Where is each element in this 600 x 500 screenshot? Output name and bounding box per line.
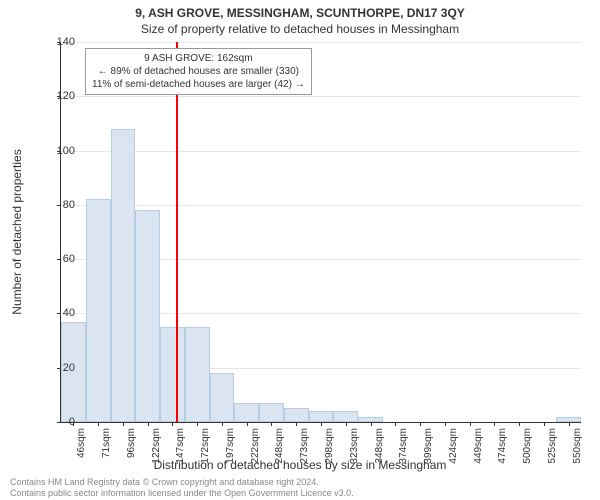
gridline-y: [61, 151, 581, 152]
xtick-label: 500sqm: [522, 428, 533, 464]
xtick-label: 323sqm: [349, 428, 360, 464]
xtick-mark: [98, 422, 99, 426]
gridline-y: [61, 96, 581, 97]
xtick-mark: [247, 422, 248, 426]
xtick-mark: [420, 422, 421, 426]
xtick-label: 550sqm: [572, 428, 583, 464]
xtick-label: 298sqm: [324, 428, 335, 464]
footer-attribution: Contains HM Land Registry data © Crown c…: [10, 477, 354, 498]
xtick-label: 222sqm: [250, 428, 261, 464]
bar: [86, 199, 111, 422]
footer-line-1: Contains HM Land Registry data © Crown c…: [10, 477, 354, 487]
xtick-label: 197sqm: [225, 428, 236, 464]
xtick-label: 273sqm: [299, 428, 310, 464]
gridline-y: [61, 42, 581, 43]
footer-line-2: Contains public sector information licen…: [10, 488, 354, 498]
annotation-box: 9 ASH GROVE: 162sqm← 89% of detached hou…: [85, 48, 312, 95]
xtick-mark: [222, 422, 223, 426]
xtick-label: 374sqm: [398, 428, 409, 464]
xtick-mark: [494, 422, 495, 426]
annotation-line: 11% of semi-detached houses are larger (…: [92, 78, 305, 91]
bar: [135, 210, 160, 422]
ytick-label: 120: [45, 90, 75, 102]
ytick-label: 60: [45, 253, 75, 265]
xtick-mark: [172, 422, 173, 426]
xtick-label: 348sqm: [374, 428, 385, 464]
ytick-label: 140: [45, 36, 75, 48]
bar: [210, 373, 235, 422]
bar: [185, 327, 210, 422]
annotation-line: 9 ASH GROVE: 162sqm: [92, 52, 305, 65]
xtick-mark: [445, 422, 446, 426]
xtick-label: 424sqm: [448, 428, 459, 464]
xtick-label: 399sqm: [423, 428, 434, 464]
xtick-mark: [544, 422, 545, 426]
xtick-mark: [321, 422, 322, 426]
xtick-label: 449sqm: [473, 428, 484, 464]
xtick-label: 46sqm: [76, 428, 87, 458]
bar: [234, 403, 259, 422]
xtick-label: 96sqm: [126, 428, 137, 458]
bar: [284, 408, 309, 422]
xtick-mark: [371, 422, 372, 426]
plot-area: [60, 42, 581, 423]
xtick-mark: [395, 422, 396, 426]
ytick-label: 20: [45, 362, 75, 374]
gridline-y: [61, 205, 581, 206]
xtick-label: 525sqm: [547, 428, 558, 464]
annotation-line: ← 89% of detached houses are smaller (33…: [92, 65, 305, 78]
xtick-mark: [271, 422, 272, 426]
bar: [259, 403, 284, 422]
xtick-mark: [569, 422, 570, 426]
xtick-mark: [296, 422, 297, 426]
xtick-mark: [148, 422, 149, 426]
chart-title-sub: Size of property relative to detached ho…: [0, 20, 600, 36]
xtick-mark: [123, 422, 124, 426]
xtick-label: 71sqm: [101, 428, 112, 458]
ytick-label: 40: [45, 307, 75, 319]
xtick-mark: [346, 422, 347, 426]
bar: [111, 129, 136, 422]
xtick-mark: [519, 422, 520, 426]
bar: [333, 411, 358, 422]
xtick-mark: [470, 422, 471, 426]
ytick-label: 0: [45, 416, 75, 428]
y-axis-label: Number of detached properties: [10, 149, 24, 314]
xtick-mark: [197, 422, 198, 426]
xtick-label: 172sqm: [200, 428, 211, 464]
xtick-label: 122sqm: [151, 428, 162, 464]
reference-line: [176, 42, 178, 422]
ytick-label: 80: [45, 199, 75, 211]
bar: [160, 327, 185, 422]
ytick-label: 100: [45, 145, 75, 157]
xtick-label: 474sqm: [497, 428, 508, 464]
xtick-label: 147sqm: [175, 428, 186, 464]
chart-title-main: 9, ASH GROVE, MESSINGHAM, SCUNTHORPE, DN…: [0, 0, 600, 20]
xtick-label: 248sqm: [274, 428, 285, 464]
bar: [309, 411, 334, 422]
